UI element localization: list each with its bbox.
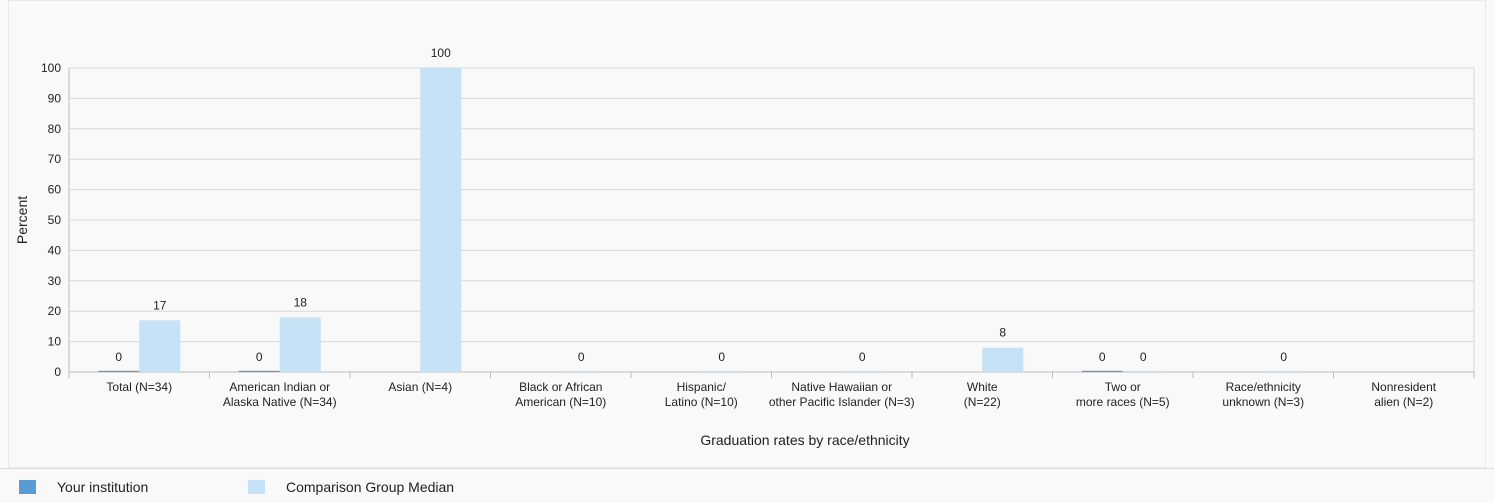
bar-comparison-median (420, 68, 462, 372)
y-tick-label: 10 (48, 335, 62, 349)
x-tick-label: Two or more races (N=5) (1076, 380, 1170, 409)
bars (98, 68, 1305, 372)
x-tick-label: Hispanic/Latino (N=10) (665, 380, 738, 409)
bar-comparison-median (701, 370, 743, 372)
bar-comparison-median (1263, 370, 1305, 372)
bar-comparison-median (841, 370, 883, 372)
y-axis-title: Percent (14, 196, 30, 244)
y-tick-label: 30 (48, 274, 62, 288)
x-tick-label: Native Hawaiian or other Pacific Islander… (769, 380, 915, 409)
x-tick-label: Black or African American (N=10) (515, 380, 606, 409)
bar-your-institution (98, 370, 140, 372)
labels: 0 0 0 17 18 100 0 0 0 8 0 0 (115, 46, 1287, 364)
x-tick-label: Total (N=34) (106, 380, 172, 394)
legend-item-comparison-group-median: Comparison Group Median (248, 479, 454, 495)
legend-swatch-comparison-group-median (248, 480, 265, 494)
legend-swatch-your-institution (19, 480, 36, 494)
legend-label: Comparison Group Median (286, 479, 455, 495)
y-tick-label: 100 (41, 61, 61, 75)
x-tick-label: Asian (N=4) (388, 380, 452, 394)
data-label: 0 (578, 350, 585, 364)
data-label: 0 (256, 350, 263, 364)
data-label: 0 (1280, 350, 1287, 364)
y-tick-label: 80 (48, 122, 62, 136)
x-tick-label: Nonresident alien (N=2) (1371, 380, 1436, 409)
y-tick-label: 20 (48, 304, 62, 318)
bar-comparison-median (560, 370, 602, 372)
y-tick-label: 0 (54, 365, 61, 379)
legend-item-your-institution: Your institution (19, 479, 148, 495)
chart-container: 0 10 20 30 40 50 60 70 80 90 100 Total (N=34) Americ… (7, 0, 1487, 469)
data-label: 0 (1140, 350, 1147, 364)
data-label: 0 (1099, 350, 1106, 364)
data-label: 100 (431, 46, 451, 60)
data-label: 17 (153, 298, 167, 312)
x-tick-label: White (N=22) (964, 380, 1001, 409)
y-tick-label: 90 (48, 91, 62, 105)
data-label: 0 (718, 350, 725, 364)
bar-comparison-median (139, 320, 181, 372)
data-label: 18 (294, 295, 308, 309)
data-label: 8 (999, 326, 1006, 340)
bar-your-institution (238, 370, 280, 372)
bar-comparison-median (1122, 370, 1164, 372)
data-label: 0 (859, 350, 866, 364)
x-tick-label: Race/ethnicity unknown (N=3) (1222, 380, 1304, 409)
bar-comparison-median (982, 347, 1024, 372)
bar-comparison-median (279, 317, 321, 372)
x-axis-title: Graduation rates by race/ethnicity (700, 432, 909, 448)
chart-background (7, 0, 1487, 469)
bar-your-institution (1081, 370, 1123, 372)
y-tick-label: 40 (48, 243, 62, 257)
legend-label: Your institution (57, 479, 149, 495)
y-tick-label: 50 (48, 213, 62, 227)
y-tick-label: 70 (48, 152, 62, 166)
data-label: 0 (115, 350, 122, 364)
legend: Your institution Comparison Group Median (0, 468, 1494, 503)
x-tick-label: American Indian or Alaska Native (N=34) (223, 380, 337, 409)
y-tick-label: 60 (48, 183, 62, 197)
